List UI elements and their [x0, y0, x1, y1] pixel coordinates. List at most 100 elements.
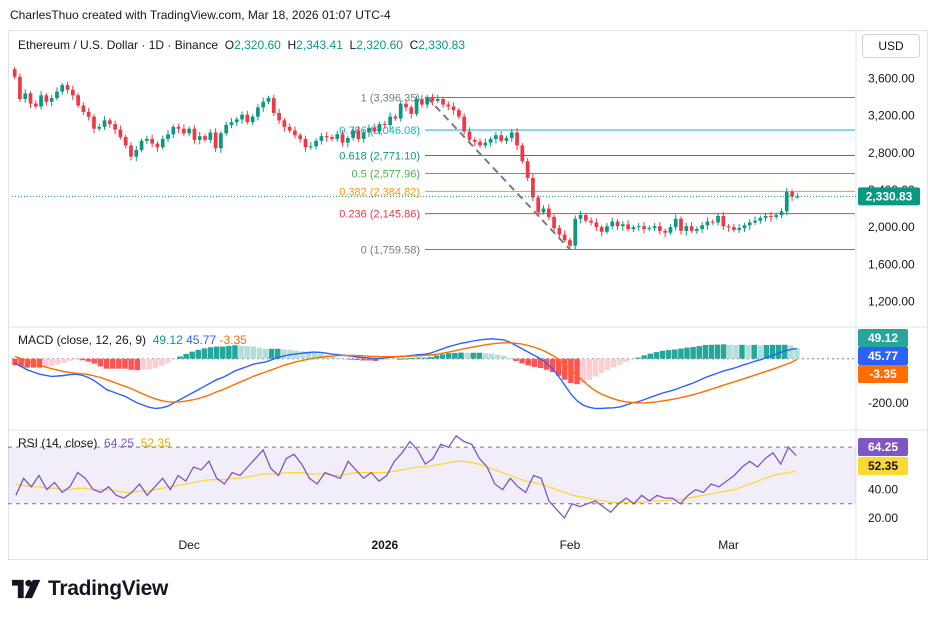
rsi-axis-tick: 20.00	[868, 511, 898, 525]
candle-body	[382, 124, 387, 126]
candle-body	[345, 138, 350, 143]
price-axis-tick: 2,800.00	[868, 146, 915, 160]
candle-body	[23, 93, 28, 99]
candle-body	[446, 104, 451, 107]
macd-histogram-bar	[372, 358, 379, 361]
time-axis-tick: Feb	[560, 538, 581, 552]
candle-body	[166, 134, 170, 139]
candle-body	[330, 137, 334, 139]
candle-body	[65, 85, 70, 90]
currency-button[interactable]: USD	[862, 34, 920, 58]
candle-body	[705, 221, 710, 226]
candle-body	[203, 136, 207, 140]
candle-body	[509, 132, 514, 138]
candle-body	[684, 226, 689, 231]
candle-body	[658, 226, 662, 231]
price-axis-tick: 3,200.00	[868, 109, 915, 123]
candle-body	[229, 122, 234, 125]
candle-body	[679, 218, 683, 231]
macd-histogram-bar	[745, 345, 751, 359]
macd-histogram-bar	[696, 346, 702, 359]
macd-histogram-bar	[647, 353, 654, 359]
macd-histogram-bar	[739, 344, 745, 359]
macd-histogram-bar	[378, 358, 385, 361]
macd-histogram-bar	[617, 358, 623, 365]
rsi-line	[15, 434, 797, 520]
candle-body	[171, 126, 176, 135]
candle-body	[324, 136, 329, 138]
candle-body	[499, 135, 504, 141]
macd-histogram-bar	[476, 352, 483, 359]
macd-histogram-bar	[433, 355, 440, 359]
macd-histogram-bar	[91, 358, 98, 364]
macd-histogram-bar	[201, 348, 208, 359]
candle-body	[615, 221, 620, 227]
high-label: H	[287, 38, 297, 52]
rsi-value-label: 64.25	[868, 440, 898, 454]
macd-histogram-bar	[513, 358, 519, 361]
macd-histogram-bar	[250, 346, 257, 359]
chart-attribution: CharlesThuo created with TradingView.com…	[10, 8, 391, 22]
candle-body	[250, 116, 255, 123]
macd-histogram-bar	[592, 358, 599, 377]
macd-histogram-bar	[580, 358, 586, 384]
candle-body	[626, 224, 630, 229]
macd-histogram-bar	[140, 358, 147, 370]
candle-body	[747, 222, 752, 226]
macd-histogram-bar	[641, 355, 647, 359]
macd-histogram-bar	[775, 344, 782, 359]
candle-body	[234, 119, 239, 123]
low-label: L	[349, 38, 357, 52]
candle-body	[546, 208, 551, 217]
rsi-value-badge	[858, 457, 908, 475]
candle-body	[620, 224, 625, 227]
open-label: O	[224, 38, 235, 52]
candle-body	[642, 226, 646, 229]
candle-body	[81, 105, 86, 112]
macd-histogram-bar	[238, 345, 244, 359]
candle-body	[208, 132, 213, 140]
candle-body	[700, 225, 705, 229]
macd-histogram-bar	[665, 350, 672, 359]
candle-body	[219, 133, 223, 149]
fib-trend-line	[426, 96, 571, 251]
candle-body	[44, 95, 49, 102]
macd-histogram-bar	[195, 349, 202, 359]
macd-histogram-bar	[219, 346, 226, 359]
candle-body	[784, 191, 789, 212]
candle-body	[277, 112, 281, 121]
candle-body	[49, 98, 54, 102]
candle-body	[594, 222, 599, 228]
candle-body	[298, 135, 303, 139]
candle-body	[636, 226, 641, 228]
macd-histogram-bar	[116, 358, 122, 369]
macd-histogram-bar	[488, 353, 495, 359]
candle-body	[478, 141, 482, 146]
fib-level-label: 0.5 (2,577.96)	[352, 168, 421, 180]
tradingview-logo[interactable]: TradingView	[12, 577, 168, 601]
candle-body	[668, 227, 673, 233]
candle-body	[758, 217, 763, 221]
candle-body	[123, 137, 128, 146]
candle-body	[113, 124, 117, 130]
macd-histogram-bar	[85, 358, 92, 362]
macd-histogram-bar	[213, 346, 220, 359]
rsi-ma-value: 52.35	[140, 436, 171, 450]
macd-histogram-bar	[635, 357, 641, 359]
logo-text: TradingView	[48, 577, 169, 600]
candle-body	[18, 76, 22, 99]
macd-histogram-bar	[653, 352, 660, 359]
macd-histogram-bar	[97, 358, 104, 367]
candle-body	[314, 140, 318, 147]
candle-body	[261, 101, 266, 108]
candle-body	[33, 103, 38, 107]
tradingview-logo-icon	[12, 579, 41, 599]
macd-histogram-bar	[763, 345, 770, 359]
macd-histogram-bar	[702, 345, 709, 359]
macd-value-badge	[858, 329, 908, 347]
macd-histogram-bar	[305, 352, 312, 359]
candle-body	[425, 97, 430, 105]
candle-body	[525, 161, 530, 178]
candle-body	[589, 220, 593, 223]
